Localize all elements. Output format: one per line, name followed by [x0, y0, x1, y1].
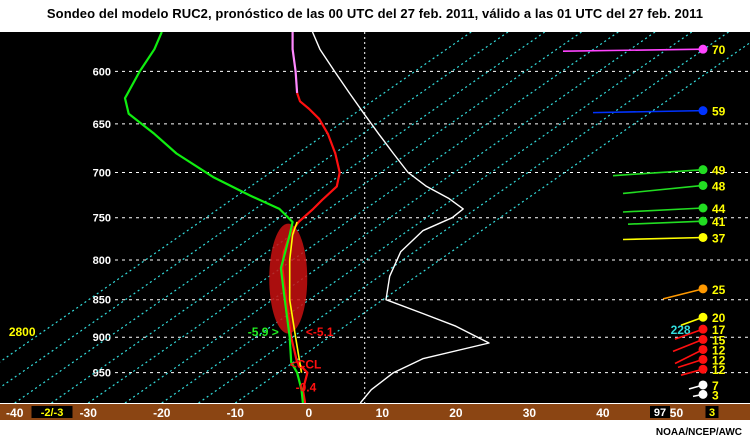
wind-station-dot — [698, 324, 708, 334]
wind-barb — [627, 220, 704, 225]
wind-station-dot — [698, 380, 708, 390]
y-tick-label: 600 — [93, 66, 111, 78]
wind-speed-label: 44 — [712, 202, 726, 216]
annotation-label: 228 — [671, 323, 691, 337]
y-tick-label: 950 — [93, 368, 111, 380]
y-tick-label: 650 — [93, 119, 111, 131]
x-tick-label: 50 — [670, 406, 684, 420]
wind-speed-label: 17 — [712, 323, 726, 337]
axis-badge-label: 3 — [709, 407, 715, 419]
wind-speed-label: 12 — [712, 363, 726, 377]
wind-barb — [622, 184, 704, 195]
wind-barb — [562, 48, 704, 52]
chart-title: Sondeo del modelo RUC2, pronóstico de la… — [46, 6, 704, 21]
axis-badge-background — [650, 406, 670, 418]
axis-badge-label: -2/-3 — [41, 407, 64, 419]
wind-station-dot — [698, 312, 708, 322]
temperature-line — [281, 92, 341, 403]
wind-station-dot — [698, 165, 708, 175]
axis-badge-background — [705, 406, 719, 418]
wind-station-dot — [698, 203, 708, 213]
annotation-label: -0.4 — [296, 381, 317, 395]
x-tick-label: 10 — [376, 406, 390, 420]
y-tick-label: 700 — [93, 167, 111, 179]
wind-barb — [662, 288, 704, 300]
wind-barb — [592, 109, 704, 114]
wind-speed-label: 25 — [712, 283, 726, 297]
wind-speed-label: 70 — [712, 43, 726, 57]
wind-speed-label: 12 — [712, 353, 726, 367]
annotation-label: -5.9 > — [248, 325, 279, 339]
x-tick-label: -40 — [6, 406, 24, 420]
wind-barb — [612, 168, 704, 177]
wind-speed-label: 49 — [712, 164, 726, 178]
wind-speed-label: 41 — [712, 215, 726, 229]
x-tick-label: 20 — [449, 406, 463, 420]
temperature-axis-bar — [0, 404, 750, 420]
wind-station-dot — [698, 180, 708, 190]
wind-station-dot — [698, 334, 708, 344]
annotation-label: <CCL — [290, 357, 322, 371]
wind-speed-label: 20 — [712, 311, 726, 325]
wind-station-dot — [698, 106, 708, 116]
wind-speed-label: 48 — [712, 179, 726, 193]
y-tick-label: 850 — [93, 295, 111, 307]
axis-badge-label: 97 — [654, 407, 666, 419]
axis-badge-background — [31, 406, 73, 418]
wind-station-dot — [698, 389, 708, 399]
wind-station-dot — [698, 232, 708, 242]
wind-station-dot — [698, 364, 708, 374]
y-tick-label: 800 — [93, 255, 111, 267]
wind-station-dot — [698, 216, 708, 226]
wind-station-dot — [698, 44, 708, 54]
x-tick-label: 40 — [596, 406, 610, 420]
wind-speed-label: 7 — [712, 379, 719, 393]
x-tick-label: 30 — [523, 406, 537, 420]
wind-speed-label: 15 — [712, 333, 726, 347]
wind-speed-label: 12 — [712, 343, 726, 357]
instability-highlight — [269, 223, 308, 334]
wind-station-dot — [698, 344, 708, 354]
x-tick-label: -20 — [153, 406, 171, 420]
credit-label: NOAA/NCEP/AWC — [655, 427, 742, 438]
x-tick-label: 0 — [305, 406, 312, 420]
wind-barb — [672, 338, 704, 353]
wind-barb — [674, 328, 704, 340]
annotation-label: 2800 — [9, 325, 36, 339]
y-tick-label: 900 — [93, 332, 111, 344]
x-tick-label: -30 — [80, 406, 98, 420]
wind-barb — [622, 207, 704, 213]
wind-barb — [622, 236, 704, 241]
parcel-line — [288, 221, 303, 373]
wind-speed-label: 3 — [712, 388, 719, 402]
temperature-upper-line — [291, 32, 299, 93]
wind-station-dot — [698, 354, 708, 364]
wind-station-dot — [698, 284, 708, 294]
wind-barb — [674, 348, 704, 365]
wind-speed-profile-line — [311, 32, 490, 403]
annotation-label: <-5.1 — [306, 325, 334, 339]
dewpoint-line — [123, 32, 304, 403]
y-tick-label: 750 — [93, 213, 111, 225]
x-tick-label: -10 — [227, 406, 245, 420]
wind-speed-label: 59 — [712, 105, 726, 119]
wind-speed-label: 37 — [712, 231, 726, 245]
